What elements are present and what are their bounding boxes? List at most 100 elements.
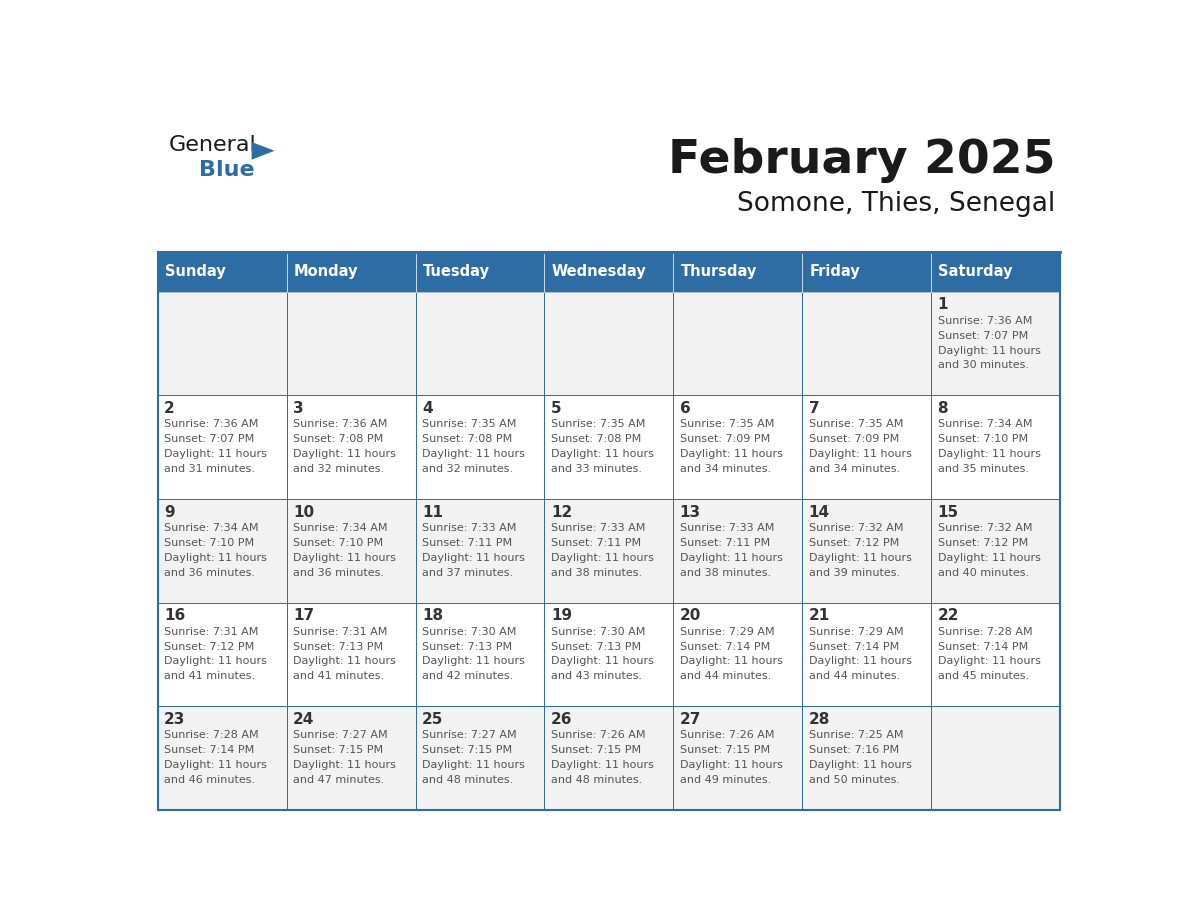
Text: Sunrise: 7:33 AM: Sunrise: 7:33 AM <box>551 523 645 533</box>
Text: 18: 18 <box>422 609 443 623</box>
Bar <box>158 706 286 810</box>
Text: and 39 minutes.: and 39 minutes. <box>809 567 899 577</box>
Text: Wednesday: Wednesday <box>551 264 646 279</box>
Text: Daylight: 11 hours: Daylight: 11 hours <box>937 449 1041 459</box>
Text: Sunrise: 7:27 AM: Sunrise: 7:27 AM <box>293 731 387 740</box>
Text: 13: 13 <box>680 505 701 520</box>
Text: 1: 1 <box>937 297 948 312</box>
Bar <box>802 603 931 706</box>
Bar <box>416 603 544 706</box>
Bar <box>416 292 544 396</box>
Bar <box>674 603 802 706</box>
Text: General: General <box>169 135 257 155</box>
Text: Sunrise: 7:30 AM: Sunrise: 7:30 AM <box>422 627 517 637</box>
Text: and 50 minutes.: and 50 minutes. <box>809 775 899 785</box>
Text: Sunset: 7:09 PM: Sunset: 7:09 PM <box>680 434 770 444</box>
Bar <box>544 706 674 810</box>
Text: Daylight: 11 hours: Daylight: 11 hours <box>680 656 783 666</box>
Text: 27: 27 <box>680 712 701 727</box>
Bar <box>544 252 674 292</box>
Text: Sunrise: 7:33 AM: Sunrise: 7:33 AM <box>680 523 775 533</box>
Text: 14: 14 <box>809 505 829 520</box>
Bar <box>158 252 286 292</box>
Text: Sunset: 7:10 PM: Sunset: 7:10 PM <box>937 434 1028 444</box>
Bar <box>931 252 1060 292</box>
Text: Sunrise: 7:36 AM: Sunrise: 7:36 AM <box>164 420 259 430</box>
Text: Sunrise: 7:25 AM: Sunrise: 7:25 AM <box>809 731 903 740</box>
Bar <box>286 499 416 603</box>
Bar <box>416 706 544 810</box>
Text: Daylight: 11 hours: Daylight: 11 hours <box>293 760 396 770</box>
Text: Daylight: 11 hours: Daylight: 11 hours <box>551 553 653 563</box>
Text: 5: 5 <box>551 401 562 416</box>
Bar <box>158 499 286 603</box>
Text: and 47 minutes.: and 47 minutes. <box>293 775 384 785</box>
Text: and 44 minutes.: and 44 minutes. <box>680 671 771 681</box>
Text: Sunrise: 7:32 AM: Sunrise: 7:32 AM <box>809 523 903 533</box>
Text: 17: 17 <box>293 609 314 623</box>
Text: Somone, Thies, Senegal: Somone, Thies, Senegal <box>737 192 1055 218</box>
Text: Sunrise: 7:34 AM: Sunrise: 7:34 AM <box>164 523 259 533</box>
Text: 6: 6 <box>680 401 690 416</box>
Text: 23: 23 <box>164 712 185 727</box>
Bar <box>931 499 1060 603</box>
Bar <box>544 499 674 603</box>
Text: Daylight: 11 hours: Daylight: 11 hours <box>164 449 267 459</box>
Bar <box>674 706 802 810</box>
Text: 21: 21 <box>809 609 830 623</box>
Text: Sunset: 7:11 PM: Sunset: 7:11 PM <box>680 538 770 548</box>
Text: Daylight: 11 hours: Daylight: 11 hours <box>293 553 396 563</box>
Text: Sunrise: 7:26 AM: Sunrise: 7:26 AM <box>680 731 775 740</box>
Text: Sunset: 7:16 PM: Sunset: 7:16 PM <box>809 745 899 756</box>
Text: Daylight: 11 hours: Daylight: 11 hours <box>937 656 1041 666</box>
Text: and 43 minutes.: and 43 minutes. <box>551 671 642 681</box>
Text: and 31 minutes.: and 31 minutes. <box>164 464 255 474</box>
Text: Blue: Blue <box>200 160 254 180</box>
Bar <box>674 252 802 292</box>
Text: Daylight: 11 hours: Daylight: 11 hours <box>422 656 525 666</box>
Text: and 33 minutes.: and 33 minutes. <box>551 464 642 474</box>
Text: Tuesday: Tuesday <box>423 264 489 279</box>
Text: and 44 minutes.: and 44 minutes. <box>809 671 899 681</box>
Text: Sunrise: 7:28 AM: Sunrise: 7:28 AM <box>164 731 259 740</box>
Text: 8: 8 <box>937 401 948 416</box>
Text: Sunset: 7:08 PM: Sunset: 7:08 PM <box>422 434 512 444</box>
Text: Sunrise: 7:35 AM: Sunrise: 7:35 AM <box>422 420 517 430</box>
Text: and 48 minutes.: and 48 minutes. <box>422 775 513 785</box>
Bar <box>931 292 1060 396</box>
Text: Daylight: 11 hours: Daylight: 11 hours <box>680 449 783 459</box>
Text: and 37 minutes.: and 37 minutes. <box>422 567 513 577</box>
Text: Sunset: 7:12 PM: Sunset: 7:12 PM <box>937 538 1028 548</box>
Bar <box>802 292 931 396</box>
Bar <box>931 603 1060 706</box>
Bar <box>802 252 931 292</box>
Bar <box>544 292 674 396</box>
Text: Daylight: 11 hours: Daylight: 11 hours <box>551 449 653 459</box>
Text: Daylight: 11 hours: Daylight: 11 hours <box>937 553 1041 563</box>
Bar <box>544 396 674 499</box>
Text: Daylight: 11 hours: Daylight: 11 hours <box>809 760 911 770</box>
Text: Sunrise: 7:31 AM: Sunrise: 7:31 AM <box>293 627 387 637</box>
Text: 16: 16 <box>164 609 185 623</box>
Text: Sunrise: 7:36 AM: Sunrise: 7:36 AM <box>293 420 387 430</box>
Text: Sunset: 7:14 PM: Sunset: 7:14 PM <box>937 642 1028 652</box>
Text: Friday: Friday <box>809 264 860 279</box>
Text: and 42 minutes.: and 42 minutes. <box>422 671 513 681</box>
Text: and 46 minutes.: and 46 minutes. <box>164 775 255 785</box>
Text: Daylight: 11 hours: Daylight: 11 hours <box>809 553 911 563</box>
Text: 19: 19 <box>551 609 571 623</box>
Text: Daylight: 11 hours: Daylight: 11 hours <box>937 345 1041 355</box>
Text: Sunset: 7:14 PM: Sunset: 7:14 PM <box>164 745 254 756</box>
Text: and 35 minutes.: and 35 minutes. <box>937 464 1029 474</box>
Text: Sunset: 7:11 PM: Sunset: 7:11 PM <box>551 538 642 548</box>
Text: Sunrise: 7:34 AM: Sunrise: 7:34 AM <box>937 420 1032 430</box>
Text: Sunset: 7:07 PM: Sunset: 7:07 PM <box>937 330 1028 341</box>
Text: 10: 10 <box>293 505 314 520</box>
Text: Sunset: 7:15 PM: Sunset: 7:15 PM <box>422 745 512 756</box>
Bar <box>286 706 416 810</box>
Text: Sunrise: 7:35 AM: Sunrise: 7:35 AM <box>551 420 645 430</box>
Text: 9: 9 <box>164 505 175 520</box>
Text: and 38 minutes.: and 38 minutes. <box>680 567 771 577</box>
Text: Sunset: 7:12 PM: Sunset: 7:12 PM <box>164 642 254 652</box>
Text: and 32 minutes.: and 32 minutes. <box>293 464 384 474</box>
